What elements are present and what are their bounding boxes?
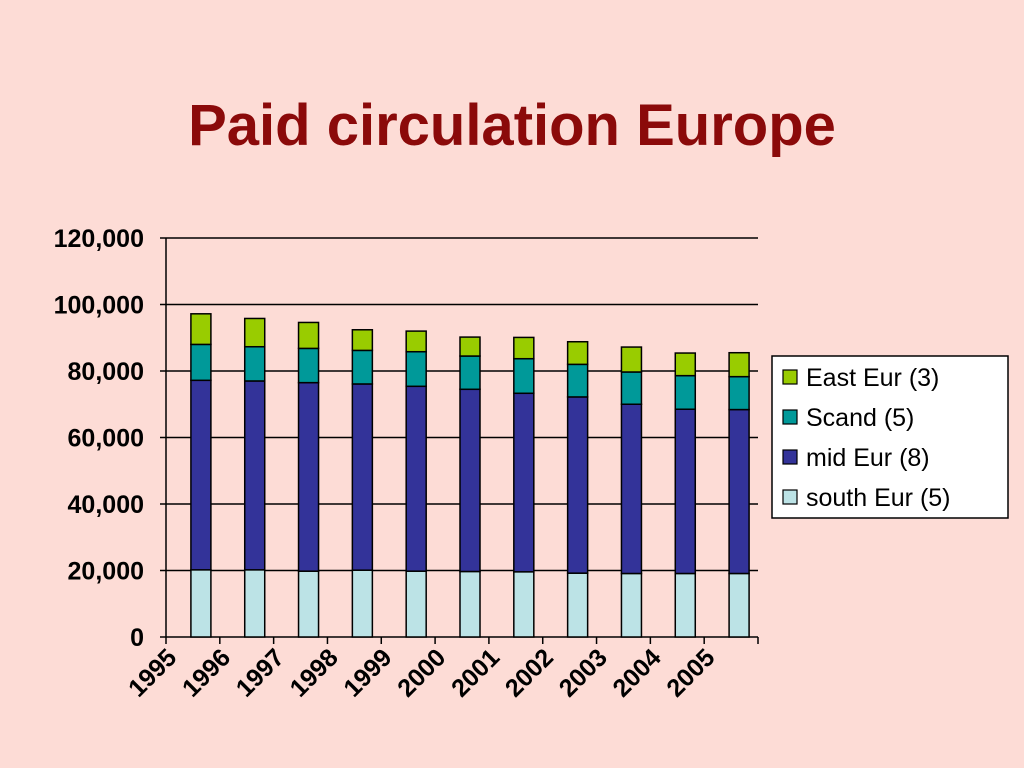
y-tick-label: 20,000: [68, 558, 144, 586]
x-tick-label: 2000: [392, 643, 451, 702]
legend-label: Scand (5): [806, 404, 914, 432]
x-tick-label: 1996: [177, 643, 236, 702]
bar-segment: [297, 347, 320, 384]
legend-swatch: [782, 489, 798, 505]
y-tick-label: 60,000: [68, 425, 144, 453]
bar-segment: [513, 392, 535, 573]
bar-segment: [405, 350, 427, 388]
bar-segment: [243, 317, 266, 348]
x-tick-label: 1995: [123, 643, 182, 702]
bar-segment: [459, 355, 481, 391]
x-tick-label: 1998: [285, 643, 344, 702]
bar-segment: [728, 375, 750, 411]
bar-segment: [297, 381, 320, 572]
y-tick-label: 0: [130, 624, 144, 652]
bar-segment: [620, 403, 643, 575]
bar-segment: [728, 351, 750, 378]
x-tick-label: 2002: [500, 643, 559, 702]
bar-segment: [243, 569, 266, 638]
bar-segment: [728, 572, 750, 638]
bar-segment: [243, 345, 266, 382]
x-tick-label: 2005: [661, 643, 720, 702]
legend-swatch: [782, 409, 798, 425]
chart-title: Paid circulation Europe: [188, 93, 836, 158]
bar-segment: [566, 363, 589, 398]
bar-segment: [513, 336, 535, 360]
bar-segment: [297, 321, 320, 350]
bar-segment: [351, 569, 374, 638]
bar-segment: [674, 352, 697, 377]
bar-segment: [405, 385, 427, 572]
x-tick-label: 2003: [554, 643, 613, 702]
legend-label: mid Eur (8): [806, 444, 930, 472]
bar-segment: [190, 313, 212, 346]
bar-segment: [351, 329, 374, 352]
y-tick-label: 40,000: [68, 491, 144, 519]
bar-segment: [674, 408, 697, 575]
x-tick-label: 2004: [607, 643, 666, 702]
x-tick-label: 1997: [231, 643, 290, 702]
bar-segment: [243, 380, 266, 571]
bar-segment: [297, 570, 320, 638]
y-tick-label: 100,000: [54, 292, 144, 320]
x-tick-label: 1999: [338, 643, 397, 702]
bar-segment: [351, 349, 374, 385]
bar-segment: [190, 569, 212, 638]
legend-swatch: [782, 369, 798, 385]
bar-segment: [459, 388, 481, 573]
legend-label: East Eur (3): [806, 364, 939, 392]
bar-segment: [405, 570, 427, 638]
bar-segment: [674, 374, 697, 410]
bar-segment: [566, 340, 589, 366]
bar-segment: [513, 571, 535, 638]
bar-segment: [459, 336, 481, 357]
bar-segment: [513, 357, 535, 395]
bar-segment: [620, 572, 643, 638]
bar-segment: [351, 383, 374, 571]
bar-segment: [728, 408, 750, 575]
bar-segment: [190, 379, 212, 571]
bar-segment: [620, 346, 643, 373]
y-tick-label: 80,000: [68, 358, 144, 386]
legend-label: south Eur (5): [806, 484, 951, 512]
legend-swatch: [782, 449, 798, 465]
bar-segment: [405, 330, 427, 353]
y-tick-label: 120,000: [54, 225, 144, 253]
bar-segment: [566, 396, 589, 574]
x-tick-label: 2001: [446, 643, 505, 702]
bar-segment: [459, 570, 481, 638]
bar-segment: [674, 572, 697, 638]
bar-segment: [566, 572, 589, 638]
bar-segment: [620, 371, 643, 405]
bar-segment: [190, 343, 212, 382]
legend-box: [771, 355, 1009, 519]
